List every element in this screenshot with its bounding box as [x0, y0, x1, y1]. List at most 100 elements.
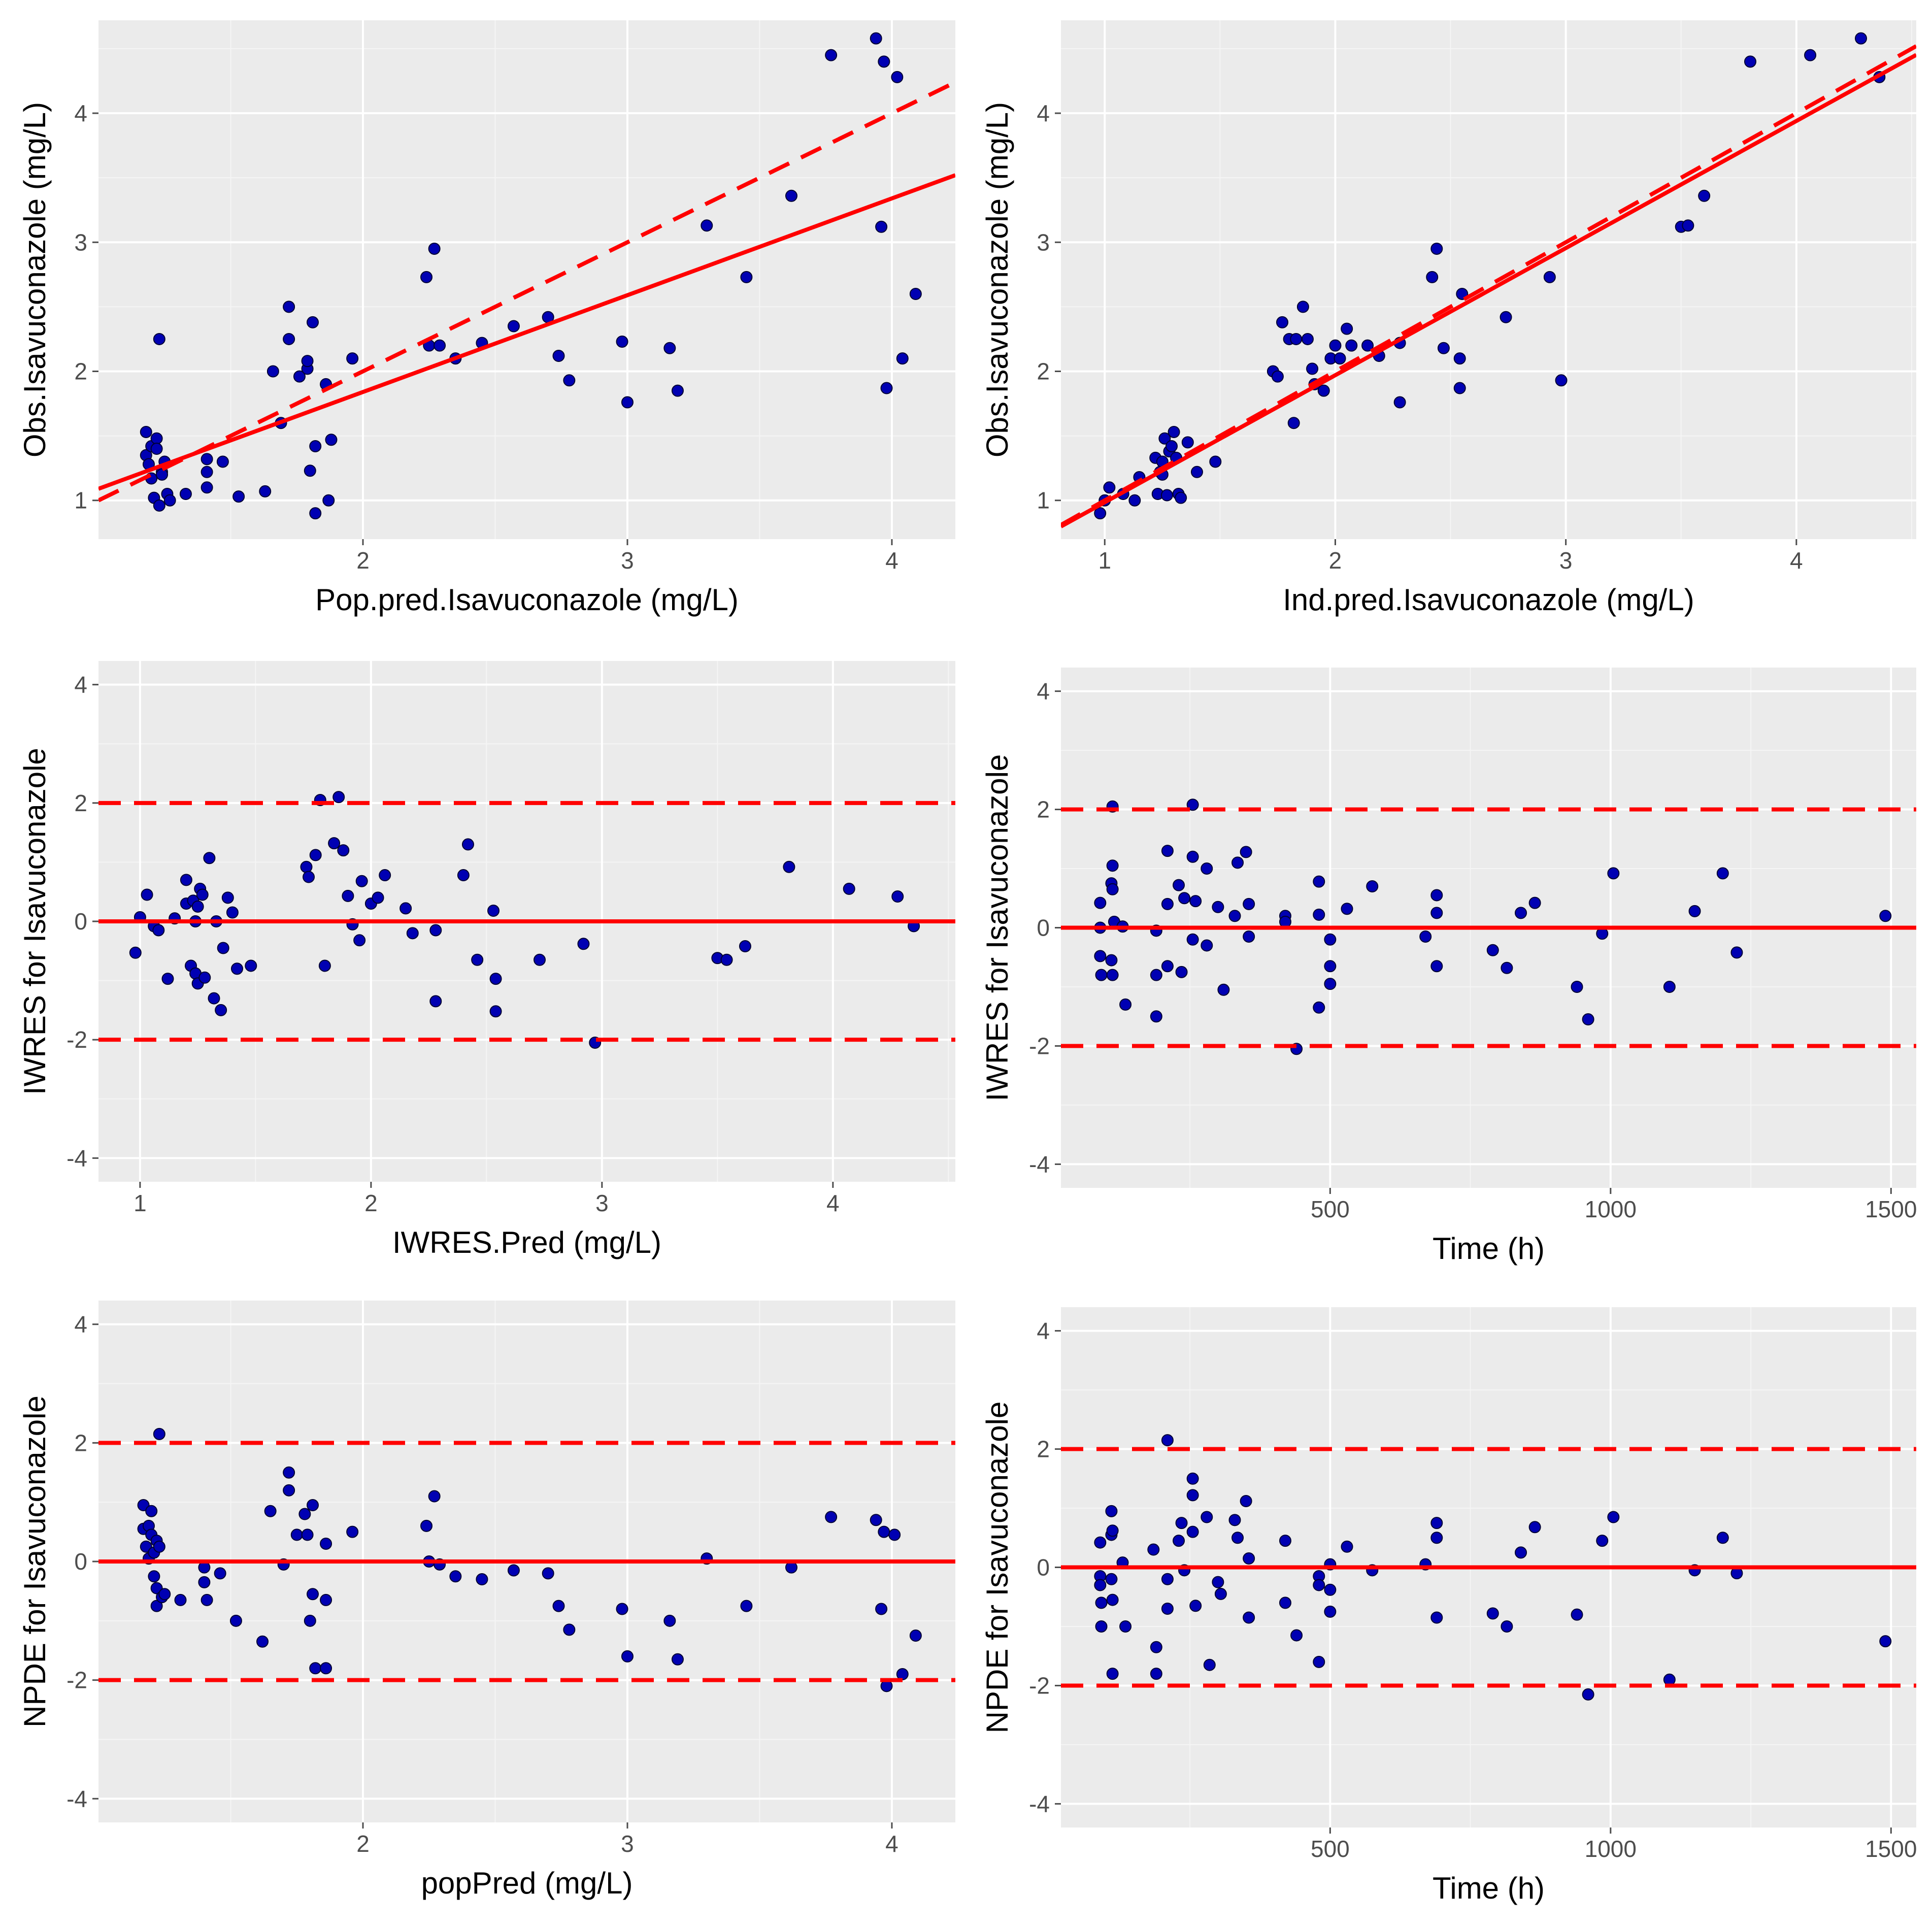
data-point: [1217, 983, 1230, 996]
data-point: [534, 953, 546, 966]
data-point: [739, 940, 751, 952]
data-point: [1854, 32, 1867, 45]
data-point: [1106, 859, 1119, 872]
gridlines: [98, 20, 955, 539]
data-point: [283, 301, 295, 313]
data-point: [1231, 856, 1244, 869]
data-point: [309, 440, 322, 452]
y-tick-label: 4: [1037, 678, 1050, 705]
data-point: [870, 1514, 882, 1526]
data-point: [1301, 333, 1314, 345]
data-point: [1430, 1611, 1443, 1624]
data-point: [322, 494, 335, 507]
data-point: [1341, 322, 1353, 335]
data-point: [1214, 1587, 1227, 1600]
data-point: [1287, 417, 1300, 429]
data-point: [1515, 907, 1527, 919]
data-point: [616, 336, 628, 348]
data-point: [1161, 1434, 1174, 1447]
data-layer: [1061, 799, 1916, 1055]
data-point: [337, 844, 350, 857]
data-point: [259, 485, 272, 497]
data-point: [563, 1623, 576, 1636]
data-point: [198, 971, 211, 984]
data-point: [1271, 370, 1284, 383]
x-tick-label: 1: [134, 1190, 147, 1216]
data-point: [372, 891, 384, 904]
data-point: [1341, 1540, 1353, 1553]
data-point: [1804, 49, 1817, 61]
data-layer: [98, 32, 955, 520]
data-point: [1528, 1521, 1541, 1534]
x-tick-label: 1: [1098, 547, 1111, 574]
data-point: [1186, 1472, 1199, 1485]
data-point: [461, 838, 474, 851]
y-tick-label: 4: [1037, 1318, 1050, 1344]
data-point: [1329, 339, 1342, 352]
data-point: [150, 1600, 163, 1612]
data-point: [1105, 1505, 1118, 1517]
data-point: [201, 481, 213, 494]
data-point: [563, 374, 576, 387]
y-tick-label: 3: [74, 229, 87, 255]
data-point: [1128, 494, 1141, 507]
data-point: [1276, 316, 1289, 328]
data-point: [203, 852, 216, 865]
data-point: [1716, 1532, 1729, 1544]
data-point: [1430, 1517, 1443, 1530]
data-point: [1290, 333, 1303, 345]
data-point: [1161, 1573, 1174, 1585]
data-point: [428, 1490, 441, 1503]
data-point: [214, 1567, 226, 1580]
data-point: [148, 1570, 160, 1583]
data-point: [1201, 939, 1213, 952]
data-point: [720, 953, 733, 966]
data-point: [1607, 1511, 1620, 1523]
data-point: [158, 1588, 171, 1601]
data-point: [303, 871, 315, 883]
data-point: [1528, 896, 1541, 909]
y-axis-title: NPDE for Isavuconazole: [18, 1395, 52, 1727]
x-tick-label: 3: [595, 1190, 609, 1216]
y-tick-label: 4: [1037, 100, 1050, 126]
data-point: [1663, 980, 1676, 993]
y-tick-label: 0: [1037, 1554, 1050, 1581]
data-point: [1393, 396, 1406, 409]
x-tick-label: 3: [1559, 547, 1573, 574]
data-point: [1203, 1658, 1216, 1671]
data-point: [909, 287, 922, 300]
x-tick-label: 500: [1311, 1196, 1350, 1222]
data-point: [1119, 1620, 1132, 1633]
data-point: [671, 1653, 684, 1666]
y-tick-label: 2: [74, 1430, 87, 1456]
data-point: [1150, 1668, 1162, 1680]
data-point: [346, 352, 359, 365]
data-point: [1240, 846, 1252, 858]
chart-iwres-time: 500 1000 1500 -4 -2 0 2 4 Time (h) IWRES for Isav…: [980, 668, 1917, 1266]
data-point: [420, 1519, 433, 1532]
data-point: [621, 396, 634, 409]
data-point: [471, 953, 484, 966]
data-point: [1361, 339, 1374, 352]
y-tick-label: 4: [74, 672, 87, 698]
x-axis-title: Ind.pred.Isavuconazole (mg/L): [1283, 583, 1694, 617]
data-point: [201, 453, 213, 466]
gridlines: [1061, 20, 1916, 539]
data-point: [141, 888, 153, 901]
data-point: [1243, 897, 1255, 910]
data-point: [1430, 242, 1443, 255]
data-point: [267, 365, 279, 378]
data-point: [577, 938, 590, 950]
x-axis-title: popPred (mg/L): [421, 1866, 633, 1900]
data-point: [201, 466, 213, 478]
data-point: [1175, 1517, 1188, 1530]
x-tick-label: 4: [1790, 547, 1803, 574]
data-point: [420, 271, 433, 283]
data-point: [1095, 1597, 1108, 1609]
data-point: [1324, 1583, 1337, 1596]
data-point: [1175, 491, 1187, 504]
data-point: [1486, 1607, 1499, 1620]
data-point: [1106, 883, 1119, 895]
data-point: [663, 1614, 676, 1627]
data-point: [1243, 1552, 1255, 1565]
